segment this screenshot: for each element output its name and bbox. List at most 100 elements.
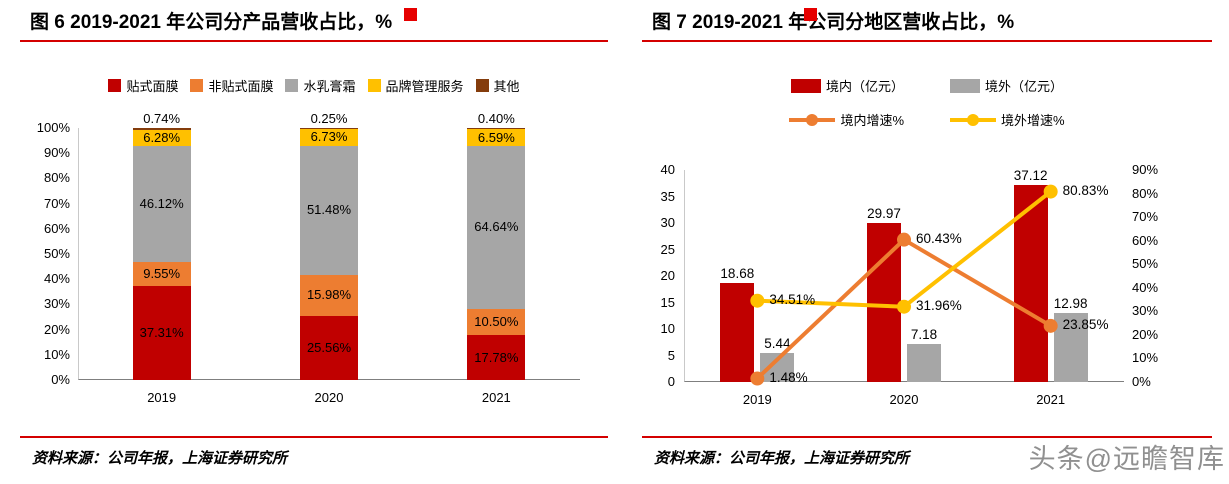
- y-axis-label: 100%: [36, 120, 70, 135]
- left-y-axis-label: 0: [667, 374, 675, 389]
- left-y-axis-label: 20: [660, 268, 675, 283]
- bar-segment-label: 6.73%: [310, 129, 348, 145]
- bar-segment: [132, 145, 191, 262]
- bar-value-label: 7.18: [910, 326, 938, 342]
- y-axis-label: 0%: [51, 372, 70, 387]
- bar: [720, 282, 755, 382]
- bar-segment-label: 37.31%: [139, 324, 184, 340]
- legend-item: 境外增速%: [950, 110, 1065, 129]
- bar-segment-label: 0.25%: [310, 111, 348, 126]
- line-marker: [750, 371, 765, 386]
- line-marker: [897, 232, 911, 247]
- chart-legend: 贴式面膜 非贴式面膜 水乳膏霜 品牌管理服务 其他: [20, 76, 608, 95]
- chart6-title: 图 6 2019-2021 年公司分产品营收占比，%: [30, 12, 393, 33]
- legend-label: 水乳膏霜: [303, 79, 356, 94]
- bar-segment: [467, 308, 526, 336]
- plot-area: [684, 170, 1124, 382]
- legend-line-symbol: [789, 113, 836, 127]
- x-axis-label: 2019: [742, 392, 772, 407]
- title-underline-right: [642, 40, 1212, 42]
- right-y-axis-label: 70%: [1132, 209, 1159, 225]
- y-axis-label: 10%: [43, 346, 70, 362]
- right-y-axis-label: 90%: [1132, 162, 1159, 177]
- y-axis-label: 40%: [43, 271, 70, 287]
- source-divider-right: [642, 436, 1212, 438]
- right-y-axis-label: 50%: [1132, 256, 1159, 272]
- bar-segment: [300, 128, 358, 146]
- legend-label: 其他: [493, 79, 520, 94]
- x-axis-label: 2020: [314, 390, 344, 405]
- line-value-label: 34.51%: [769, 291, 816, 307]
- bar-value-label: 29.97: [867, 206, 901, 222]
- legend-item: 水乳膏霜: [285, 76, 356, 95]
- growth-lines-layer: [750, 184, 1058, 386]
- bar-segment: [132, 285, 191, 380]
- bar-segment: [300, 275, 358, 316]
- legend-label: 贴式面膜: [126, 79, 179, 94]
- left-chart-panel: 图 6 2019-2021 年公司分产品营收占比，% 贴式面膜 非贴式面膜 水乳膏霜…: [20, 8, 608, 468]
- bar-segment: [467, 145, 526, 309]
- bar-segment-label: 17.78%: [474, 349, 519, 365]
- right-y-axis-label: 40%: [1132, 279, 1159, 295]
- right-y-axis-label: 30%: [1132, 303, 1159, 319]
- y-axis-label: 30%: [43, 296, 70, 312]
- legend-item: 非贴式面膜: [190, 76, 273, 95]
- legend-line-symbol: [950, 113, 996, 127]
- left-y-axis-label: 10: [660, 321, 675, 336]
- chart7-source: 资料来源：公司年报，上海证券研究所: [654, 451, 910, 467]
- legend-swatch: [950, 78, 980, 93]
- bar-segment-label: 6.28%: [143, 129, 181, 145]
- x-axis-label: 2021: [481, 390, 511, 405]
- red-corner-mark-right: [804, 8, 817, 21]
- x-axis-label: 2021: [1036, 392, 1066, 407]
- legend-label: 品牌管理服务: [385, 79, 464, 94]
- bar-value-label: 37.12: [1013, 168, 1048, 184]
- line-value-label: 23.85%: [1062, 316, 1109, 332]
- bar: [1053, 313, 1088, 382]
- y-axis-label: 60%: [43, 220, 70, 236]
- right-y-axis-label: 20%: [1132, 326, 1159, 342]
- legend-item: 贴式面膜: [108, 76, 178, 95]
- bar-segment: [300, 128, 358, 129]
- bar-segment-label: 64.64%: [474, 219, 519, 235]
- chart7-title: 图 7 2019-2021 年公司分地区营收占比，%: [652, 12, 1015, 33]
- bar-segment: [132, 261, 191, 286]
- bar-segment-label: 25.56%: [306, 339, 352, 355]
- y-axis-label: 80%: [43, 170, 70, 186]
- left-y-axis-label: 40: [660, 162, 675, 177]
- line-marker: [1043, 318, 1058, 333]
- line-value-label: 31.96%: [916, 297, 962, 313]
- left-y-axis-label: 5: [667, 347, 675, 363]
- legend-item: 境内（亿元）: [790, 76, 904, 95]
- bar-segment-label: 9.55%: [143, 265, 181, 281]
- bar-value-label: 18.68: [720, 265, 755, 281]
- x-axis-label: 2020: [889, 392, 919, 407]
- chart-legend-lines: 境内增速% 境外增速%: [642, 110, 1212, 129]
- line-marker: [750, 293, 765, 308]
- chart-legend-bars: 境内（亿元） 境外（亿元）: [642, 76, 1212, 95]
- legend-swatch: [285, 79, 299, 92]
- legend-item: 境内增速%: [789, 110, 904, 129]
- y-axis-label: 90%: [43, 145, 70, 161]
- bar-value-label: 12.98: [1053, 296, 1088, 312]
- line-marker: [1043, 184, 1058, 199]
- bar-segment: [300, 145, 358, 276]
- legend-swatch: [108, 79, 122, 92]
- bar-segment-label: 6.59%: [477, 129, 515, 145]
- bar-segment-label: 0.74%: [143, 111, 181, 126]
- line-value-label: 60.43%: [916, 230, 962, 246]
- line-value-label: 80.83%: [1062, 182, 1109, 198]
- bar-segment-label: 0.40%: [477, 111, 515, 127]
- x-axis-label: 2019: [147, 390, 177, 405]
- left-y-axis-label: 25: [660, 241, 675, 257]
- region-revenue-combo-chart: 境内（亿元） 境外（亿元） 境内增速% 境外增速% 0 5 10 15 20 25 30 35 40 0%…: [642, 42, 1212, 436]
- bar-segment: [467, 335, 526, 380]
- bar-segment: [300, 315, 358, 380]
- bar-segment: [467, 129, 526, 146]
- source-divider-left: [20, 436, 608, 438]
- bar-segment-label: 15.98%: [306, 287, 352, 303]
- y-axis-label: 20%: [43, 321, 70, 337]
- legend-label: 非贴式面膜: [208, 79, 274, 94]
- bar-segment-label: 10.50%: [474, 313, 519, 329]
- growth-line: [755, 189, 1053, 309]
